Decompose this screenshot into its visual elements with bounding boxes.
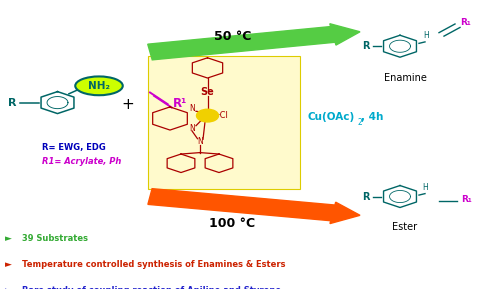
Ellipse shape <box>75 76 123 95</box>
Text: N: N <box>189 104 195 113</box>
FancyBboxPatch shape <box>148 56 300 189</box>
Text: +: + <box>121 97 134 112</box>
Text: Pd: Pd <box>202 111 213 120</box>
Text: R1= Acrylate, Ph: R1= Acrylate, Ph <box>42 157 122 166</box>
Text: Se: Se <box>200 88 214 97</box>
Text: 100 °C: 100 °C <box>210 218 256 230</box>
Text: R: R <box>362 41 370 51</box>
Text: R= EWG, EDG: R= EWG, EDG <box>42 143 106 152</box>
Text: Cu(OAc): Cu(OAc) <box>308 112 355 122</box>
Text: , 4h: , 4h <box>361 112 384 122</box>
Text: ·Cl: ·Cl <box>217 111 228 120</box>
Text: N: N <box>189 124 195 133</box>
Text: ►: ► <box>5 286 12 289</box>
Text: 39 Substrates: 39 Substrates <box>22 234 88 243</box>
Circle shape <box>196 109 218 122</box>
FancyArrow shape <box>148 24 360 60</box>
Text: N: N <box>197 137 203 146</box>
Text: R: R <box>8 98 17 108</box>
Text: NH₂: NH₂ <box>88 81 110 91</box>
Text: H: H <box>422 183 428 192</box>
Text: Rare study of coupling reaction of Aniline and Styrene: Rare study of coupling reaction of Anili… <box>22 286 281 289</box>
Text: H: H <box>424 31 430 40</box>
Text: ►: ► <box>5 260 12 269</box>
Text: 2: 2 <box>358 118 362 127</box>
Text: Ester: Ester <box>392 222 417 232</box>
Text: 50 °C: 50 °C <box>214 30 251 42</box>
Text: ►: ► <box>5 234 12 243</box>
Text: R: R <box>362 192 370 201</box>
Text: R₁: R₁ <box>461 195 472 204</box>
Text: Temperature controlled synthesis of Enamines & Esters: Temperature controlled synthesis of Enam… <box>22 260 286 269</box>
Text: R₁: R₁ <box>460 18 470 27</box>
Text: R¹: R¹ <box>173 97 187 110</box>
Text: Enamine: Enamine <box>384 73 426 83</box>
FancyArrow shape <box>148 189 360 224</box>
